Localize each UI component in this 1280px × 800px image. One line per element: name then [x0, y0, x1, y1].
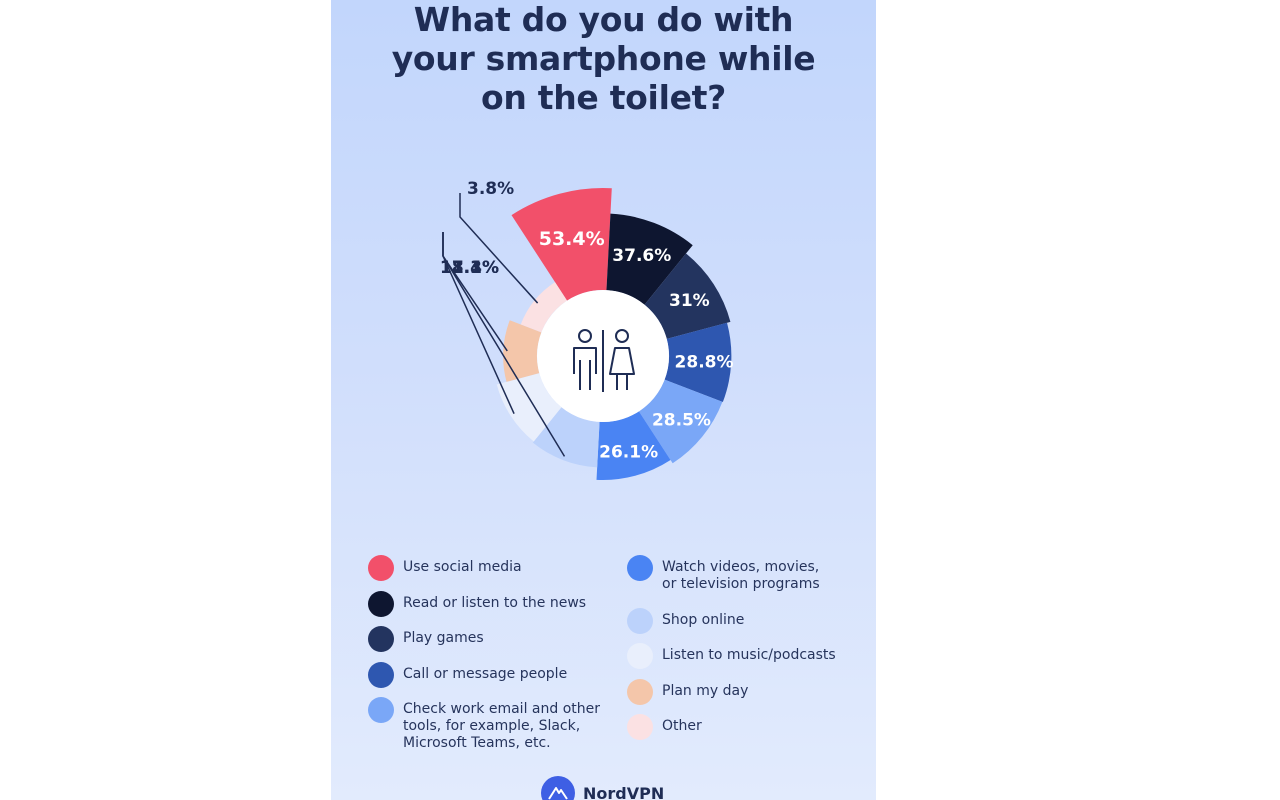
data-label: 31% — [669, 291, 710, 311]
title-line-1: What do you do with — [413, 0, 794, 39]
data-label: 3.8% — [467, 179, 514, 199]
data-label: 28.5% — [652, 411, 711, 431]
legend-label: Other — [662, 718, 702, 735]
legend-swatch — [368, 661, 394, 688]
data-label: 28.8% — [675, 352, 734, 372]
legend-label: Use social media — [403, 559, 522, 576]
data-label: 26.1% — [599, 443, 658, 463]
legend-item: Check work email and other tools, for exa… — [368, 697, 600, 752]
legend-swatch — [627, 678, 653, 705]
legend-label: Plan my day — [662, 683, 748, 700]
pie-slice — [511, 188, 612, 301]
legend-swatch — [368, 590, 394, 617]
legend-label: Check work email and other tools, for exa… — [403, 701, 600, 752]
pie-slice — [638, 379, 723, 464]
legend-label-line: Play games — [403, 630, 484, 646]
legend-label-line: Microsoft Teams, etc. — [403, 735, 551, 751]
legend-label-line: Plan my day — [662, 682, 749, 699]
pie-slice — [606, 213, 693, 305]
infographic-panel: What do you do with your smartphone whil… — [331, 0, 876, 800]
title-line-2: your smartphone while — [391, 39, 816, 78]
data-label: 37.6% — [612, 246, 671, 266]
pie-slice — [503, 320, 542, 382]
legend-item: Call or message people — [368, 661, 567, 688]
legend-swatch — [368, 626, 394, 652]
data-label: 11.1% — [440, 258, 499, 278]
pie-slice — [644, 253, 731, 339]
brand-footer: NordVPN — [541, 776, 665, 800]
legend-label-line: Read or listen to the news — [403, 594, 587, 611]
legend-swatch — [627, 555, 653, 581]
legend-label-line: tools, for example, Slack, — [403, 718, 581, 734]
legend-item: Plan my day — [627, 678, 748, 705]
legend-item: Watch videos, movies, or television progr… — [627, 555, 820, 593]
legend-label-line: or television programs — [662, 576, 820, 592]
donut-chart: 53.4%37.6%31%28.8%28.5%26.1%18.3%17.4%11… — [440, 179, 734, 481]
legend-item: Other — [627, 714, 702, 740]
pie-slice — [520, 282, 568, 333]
legend-item: Use social media — [368, 555, 522, 581]
leader-line — [442, 232, 508, 352]
legend-label: Play games — [403, 630, 484, 647]
legend-label-line: Shop online — [662, 611, 745, 628]
legend-swatch — [368, 697, 394, 723]
legend-label: Read or listen to the news — [403, 595, 586, 612]
nordvpn-mountain-logo-icon — [541, 776, 575, 800]
legend-swatch — [627, 714, 653, 740]
chart-title: What do you do with your smartphone whil… — [331, 0, 876, 117]
legend-swatch — [627, 643, 653, 669]
legend-label-line: Check work email and other — [403, 701, 600, 717]
legend-label-line: Use social media — [403, 559, 522, 575]
legend-label-line: Other — [662, 718, 702, 734]
legend-label: Watch videos, movies, or television progr… — [662, 559, 820, 593]
leader-line — [459, 193, 539, 304]
legend-label-line: Listen to music/podcasts — [662, 647, 836, 663]
title-line-3: on the toilet? — [481, 78, 726, 117]
legend-item: Shop online — [627, 607, 744, 634]
legend-item: Read or listen to the news — [368, 590, 586, 617]
legend-swatch — [627, 607, 653, 634]
legend-item: Play games — [368, 626, 484, 652]
legend-label: Shop online — [662, 612, 744, 629]
legend-item: Listen to music/podcasts — [627, 643, 836, 669]
pie-slice — [596, 411, 671, 481]
pie-slice — [664, 322, 732, 403]
legend-label: Listen to music/podcasts — [662, 647, 836, 664]
restroom-icon — [573, 329, 635, 392]
legend-label: Call or message people — [403, 666, 567, 683]
pie-slice — [532, 407, 600, 468]
data-label: 53.4% — [539, 228, 605, 250]
legend-label-line: Watch videos, movies, — [662, 559, 820, 575]
legend-swatch — [368, 555, 394, 581]
brand-name: NordVPN — [583, 783, 665, 800]
legend-label-line: Call or message people — [403, 665, 568, 682]
